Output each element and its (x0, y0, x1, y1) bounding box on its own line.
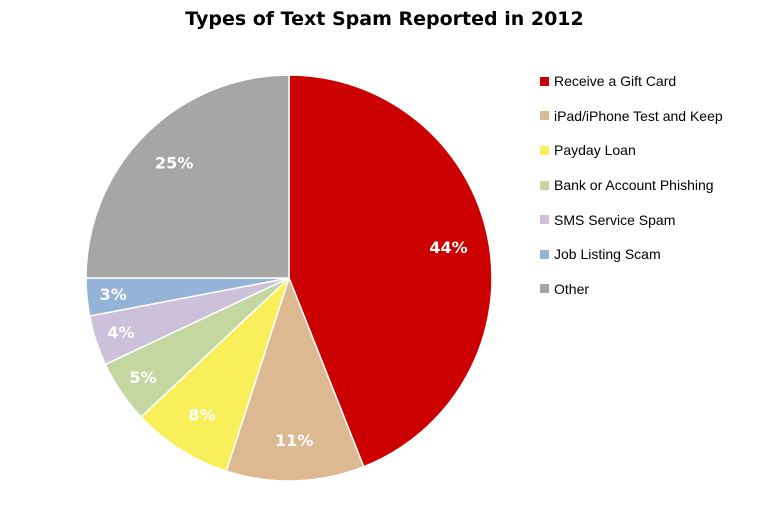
legend-label: Bank or Account Phishing (554, 177, 714, 194)
legend-swatch (540, 249, 549, 259)
data-label-3: 5% (129, 368, 156, 387)
legend-label: Job Listing Scam (554, 246, 661, 263)
data-label-5: 3% (100, 285, 127, 304)
chart-title: Types of Text Spam Reported in 2012 (185, 8, 584, 30)
legend-label: Payday Loan (554, 142, 636, 159)
legend-swatch (540, 111, 549, 121)
legend-swatch (540, 215, 549, 225)
legend-label: Receive a Gift Card (554, 73, 677, 90)
data-label-0: 44% (429, 238, 467, 257)
legend-label: Other (554, 280, 590, 297)
legend-swatch (540, 180, 549, 190)
pie-slice-0[interactable] (288, 74, 493, 468)
legend-swatch (540, 76, 549, 86)
legend-item-2[interactable]: Payday Loan (540, 133, 723, 168)
legend-label: SMS Service Spam (554, 211, 676, 228)
data-label-1: 11% (275, 431, 313, 450)
legend-swatch (540, 145, 549, 155)
legend-item-1[interactable]: iPad/iPhone Test and Keep (540, 99, 723, 134)
legend-item-6[interactable]: Other (540, 272, 723, 307)
chart-legend: Receive a Gift Card iPad/iPhone Test and … (540, 64, 723, 306)
legend-item-3[interactable]: Bank or Account Phishing (540, 168, 723, 203)
legend-swatch (540, 284, 549, 294)
data-label-2: 8% (188, 406, 215, 425)
pie-slice-6[interactable] (85, 74, 290, 279)
pie-slice-1[interactable] (225, 275, 365, 482)
pie-slice-2[interactable] (139, 277, 290, 473)
legend-item-0[interactable]: Receive a Gift Card (540, 64, 723, 99)
legend-item-4[interactable]: SMS Service Spam (540, 202, 723, 237)
legend-label: iPad/iPhone Test and Keep (554, 107, 723, 124)
data-label-4: 4% (107, 323, 134, 342)
data-label-6: 25% (155, 154, 193, 173)
legend-item-5[interactable]: Job Listing Scam (540, 237, 723, 272)
